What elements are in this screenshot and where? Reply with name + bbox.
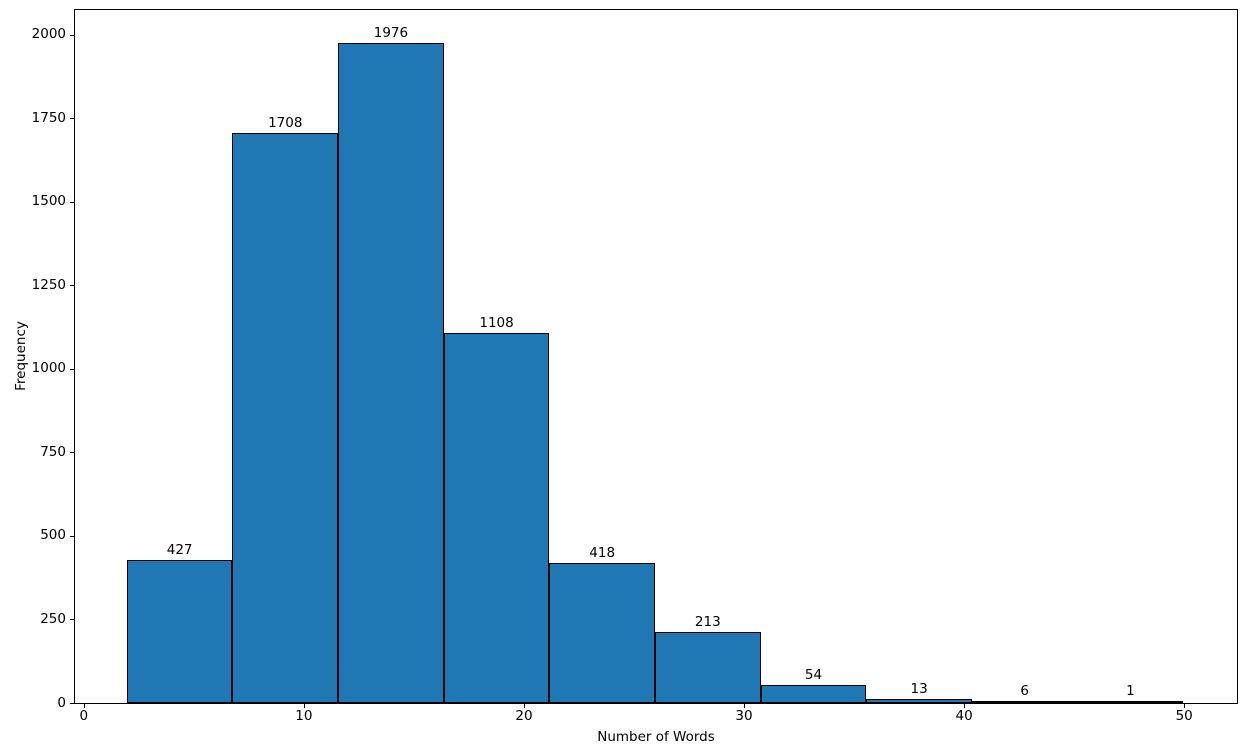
x-tick-mark (84, 704, 85, 708)
y-tick-mark (70, 369, 74, 370)
y-tick-label: 750 (40, 443, 66, 460)
bar-value-label: 1976 (373, 25, 409, 41)
histogram-bar (338, 43, 444, 703)
y-tick-label: 1250 (31, 276, 66, 293)
bar-value-label: 1708 (268, 114, 303, 131)
histogram-bar (443, 332, 550, 703)
histogram-bar (655, 631, 761, 703)
y-tick-label: 1500 (31, 193, 66, 210)
bar-value-label: 6 (1020, 683, 1030, 699)
histogram-bar (1077, 701, 1184, 703)
x-tick-mark (964, 704, 965, 708)
y-tick-label: 1750 (31, 109, 66, 126)
bar-value-label: 427 (166, 542, 193, 559)
y-tick-mark (70, 35, 74, 36)
x-tick-label: 50 (1175, 708, 1193, 724)
x-tick-mark (1184, 704, 1185, 708)
y-tick-mark (70, 536, 74, 537)
bar-value-label: 13 (910, 680, 928, 697)
x-tick-mark (524, 704, 525, 708)
y-tick-label: 0 (57, 694, 66, 711)
x-tick-mark (744, 704, 745, 708)
y-tick-label: 2000 (31, 26, 66, 43)
plot-area: 427 1708 1976 1108 418 213 54 13 6 1 (74, 9, 1238, 704)
y-axis-label: Frequency (13, 321, 29, 391)
bar-value-label: 54 (804, 666, 823, 683)
y-tick-mark (70, 118, 74, 119)
y-tick-mark (70, 285, 74, 286)
bar-value-label: 213 (694, 613, 721, 630)
y-tick-mark (70, 703, 74, 704)
x-tick-label: 40 (955, 708, 973, 724)
bar-value-label: 1 (1126, 683, 1135, 700)
histogram-bar (971, 701, 1078, 703)
y-tick-label: 250 (40, 610, 66, 627)
x-axis-label: Number of Words (597, 729, 715, 745)
y-tick-mark (70, 202, 74, 203)
bar-value-label: 1108 (479, 314, 514, 331)
histogram-bar (866, 698, 972, 703)
bar-value-label: 418 (589, 545, 616, 562)
x-tick-label: 30 (735, 708, 753, 724)
x-tick-mark (304, 704, 305, 708)
y-tick-mark (70, 619, 74, 620)
histogram-bar (126, 560, 233, 703)
y-tick-label: 500 (40, 527, 66, 544)
y-tick-mark (70, 452, 74, 453)
y-tick-label: 1000 (31, 360, 66, 377)
histogram-bar (232, 132, 339, 703)
x-tick-label: 20 (515, 708, 533, 724)
x-tick-label: 10 (295, 708, 313, 724)
histogram-bar (549, 563, 655, 703)
x-tick-label: 0 (79, 708, 89, 724)
histogram-bar (760, 684, 867, 703)
